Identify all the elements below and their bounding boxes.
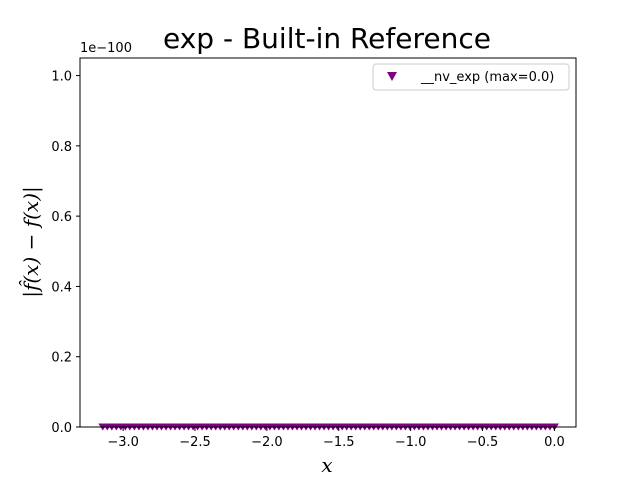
- y-axis-label: |f̂(x) − f(x)|: [19, 186, 44, 298]
- x-tick-label: −0.5: [467, 435, 499, 450]
- x-axis-label: x: [321, 453, 332, 477]
- legend-marker-icon: [387, 72, 397, 81]
- x-tick-label: −2.0: [251, 435, 283, 450]
- y-tick-label: 0.8: [51, 140, 72, 155]
- plot-frame: [79, 57, 577, 428]
- y-tick-label: 0.6: [51, 210, 72, 225]
- x-tick-label: −3.0: [107, 435, 139, 450]
- legend: __nv_exp (max=0.0): [372, 63, 570, 91]
- x-tick-label: −1.0: [395, 435, 427, 450]
- legend-label: __nv_exp (max=0.0): [420, 70, 554, 85]
- y-axis: 0.0 0.2 0.4 0.6 0.8 1.0: [51, 70, 80, 436]
- y-tick-label: 0.4: [51, 280, 72, 295]
- y-offset-text: 1e−100: [80, 41, 132, 56]
- x-axis: −3.0 −2.5 −2.0 −1.5 −1.0 −0.5 0.0: [107, 427, 565, 450]
- y-tick-label: 0.2: [51, 351, 72, 366]
- legend-box: [372, 63, 570, 91]
- x-tick-label: −2.5: [179, 435, 211, 450]
- x-tick-label: 0.0: [544, 435, 565, 450]
- chart-title: exp - Built-in Reference: [163, 22, 491, 55]
- y-tick-label: 0.0: [51, 421, 72, 436]
- x-tick-label: −1.5: [323, 435, 355, 450]
- y-tick-label: 1.0: [51, 70, 72, 85]
